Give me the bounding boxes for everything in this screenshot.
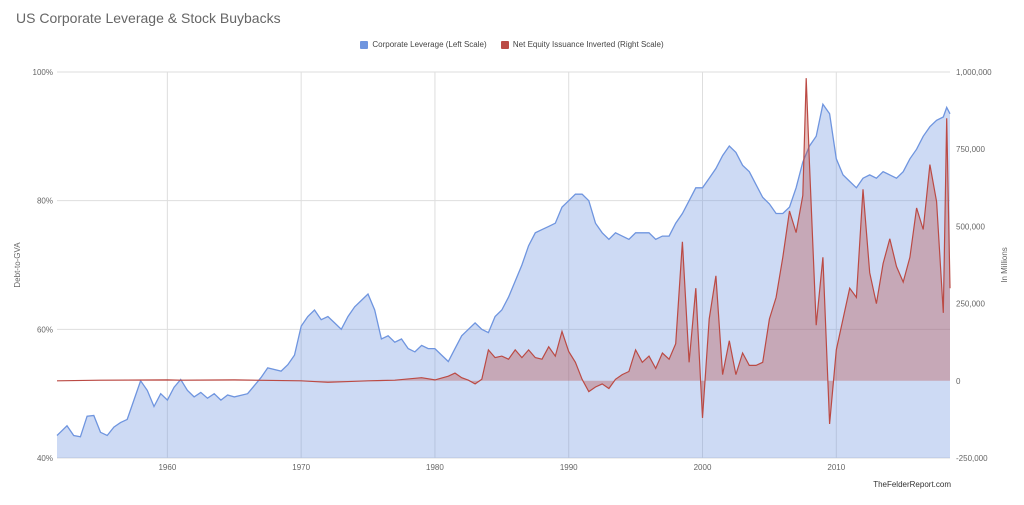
legend-item-leverage[interactable]: Corporate Leverage (Left Scale): [360, 40, 487, 49]
x-tick-label: 1990: [560, 463, 578, 472]
legend-label-equity: Net Equity Issuance Inverted (Right Scal…: [512, 40, 664, 49]
series-line-equity: [56, 78, 951, 425]
y-right-tick-label: 250,000: [956, 300, 985, 309]
y-right-tick-label: 500,000: [956, 222, 985, 231]
series-area-leverage: [57, 104, 950, 458]
y-left-tick-label: 100%: [33, 68, 53, 77]
y-left-axis-label: Debt-to-GVA: [13, 242, 22, 288]
legend-item-equity[interactable]: Net Equity Issuance Inverted (Right Scal…: [500, 40, 664, 49]
y-left-tick-label: 40%: [37, 454, 53, 463]
y-right-axis-label: In Millions: [1000, 247, 1009, 283]
y-right-tick-label: 0: [956, 377, 961, 386]
legend: Corporate Leverage (Left Scale) Net Equi…: [0, 40, 1024, 51]
y-right-tick-label: -250,000: [956, 454, 988, 463]
series-line-leverage: [56, 102, 951, 438]
x-tick-label: 1960: [158, 463, 176, 472]
y-right-tick-label: 1,000,000: [956, 68, 992, 77]
chart-title: US Corporate Leverage & Stock Buybacks: [16, 10, 281, 26]
y-left-tick-label: 80%: [37, 197, 53, 206]
y-left-tick-label: 60%: [37, 325, 53, 334]
y-right-tick-label: 750,000: [956, 145, 985, 154]
x-tick-label: 1970: [292, 463, 310, 472]
x-tick-label: 2010: [827, 463, 845, 472]
x-tick-label: 1980: [426, 463, 444, 472]
x-tick-label: 2000: [694, 463, 712, 472]
legend-label-leverage: Corporate Leverage (Left Scale): [372, 40, 487, 49]
legend-swatch-leverage: [360, 40, 369, 49]
source-credit: TheFelderReport.com: [873, 480, 951, 489]
legend-swatch-equity: [500, 40, 509, 49]
